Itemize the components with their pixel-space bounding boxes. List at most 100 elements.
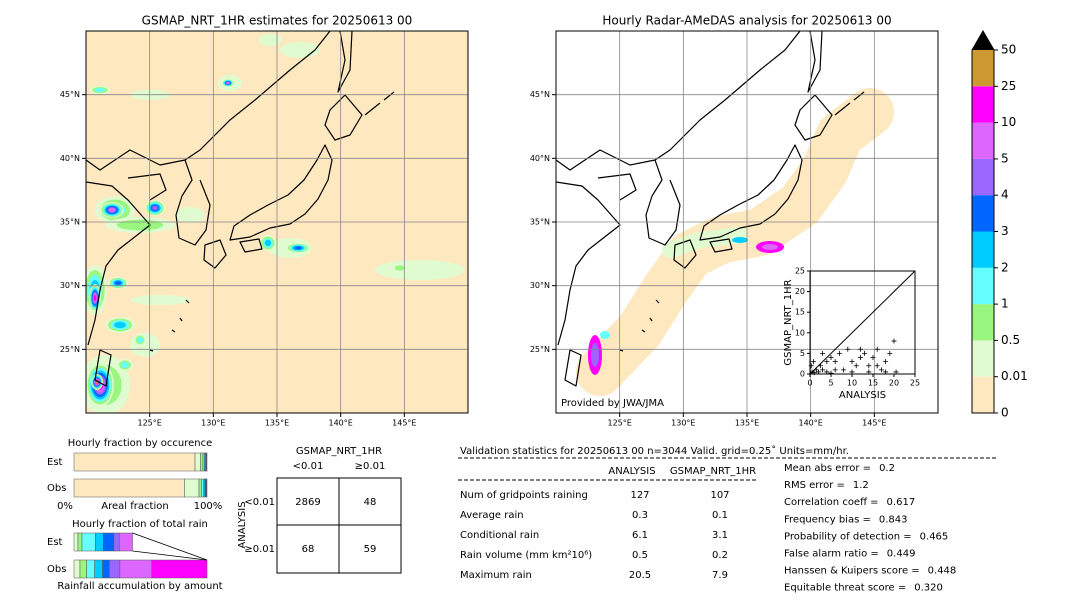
- rain-blob: [95, 88, 105, 92]
- bar-segment: [73, 452, 196, 472]
- rain-blob: [375, 260, 465, 280]
- x-tick-label: 135°E: [265, 419, 289, 428]
- score-label: Correlation coeff =: [784, 497, 879, 508]
- rain-blob: [258, 34, 282, 46]
- stat-value: 0.1: [712, 510, 728, 521]
- scatter-point: [828, 370, 834, 376]
- scatter-point: [857, 346, 863, 352]
- score-label: Hanssen & Kuipers score =: [784, 566, 920, 577]
- colorbar-segment: [972, 304, 994, 341]
- score-value: 0.617: [887, 497, 916, 508]
- stat-value: 6.1: [632, 530, 648, 541]
- colorbar-label: 10: [1001, 115, 1016, 129]
- score-value: 0.449: [887, 549, 916, 560]
- colorbar-label: 4: [1001, 188, 1009, 202]
- y-tick-label: 5: [800, 349, 805, 358]
- colorbar-label: 0.01: [1001, 369, 1028, 383]
- bar-segment: [86, 559, 95, 579]
- score-value: 0.448: [928, 566, 957, 577]
- stat-value: 0.2: [712, 550, 728, 561]
- bar-segment: [77, 532, 83, 552]
- table-title: GSMAP_NRT_1HR: [296, 446, 382, 457]
- row-header: <0.01: [244, 497, 275, 508]
- y-tick-label: 0: [800, 370, 805, 379]
- y-tick-label: 10: [795, 328, 805, 337]
- y-tick-label: 40°N: [60, 154, 80, 163]
- axis-label: Rainfall accumulation by amount: [57, 581, 222, 592]
- scatter-point: [836, 350, 842, 356]
- colorbar-segment: [972, 231, 994, 268]
- scatter-point: [824, 369, 830, 375]
- rain-blob: [116, 219, 164, 231]
- bar-segment: [73, 478, 185, 498]
- score-label: False alarm ratio =: [784, 549, 879, 560]
- y-tick-label: 25°N: [60, 345, 80, 354]
- row-title: ANALYSIS: [237, 501, 248, 548]
- scatter-point: [809, 369, 815, 375]
- x-tick-label: 140°E: [329, 419, 353, 428]
- score-value: 1.2: [853, 480, 869, 491]
- x-tick-label: 130°E: [201, 419, 225, 428]
- bar-segment: [184, 478, 200, 498]
- table-cell: 68: [302, 544, 315, 555]
- colorbar-label: 1: [1001, 297, 1009, 311]
- table-cell: 48: [364, 497, 377, 508]
- x-tick-label: 125°E: [138, 419, 162, 428]
- rain-blob: [294, 246, 302, 250]
- rain-blob: [109, 208, 115, 212]
- rain-blob: [264, 239, 272, 247]
- scatter-frame: [809, 270, 916, 375]
- bar-segment: [73, 532, 79, 552]
- rain-blob: [93, 294, 97, 302]
- scatter-point: [841, 367, 847, 373]
- x-tick-label: 130°E: [671, 419, 695, 428]
- colorbar-segment: [972, 340, 994, 377]
- connector: [132, 532, 208, 561]
- bar-segment: [198, 478, 202, 498]
- stat-value: 0.5: [632, 550, 648, 561]
- scatter-point: [866, 369, 872, 375]
- bar-segment: [151, 559, 208, 579]
- row-label: Est: [47, 537, 63, 548]
- score-label: Equitable threat score =: [784, 583, 906, 594]
- score: Correlation coeff = 0.617: [784, 497, 915, 508]
- scatter-point: [893, 369, 899, 375]
- colorbar-label: 3: [1001, 224, 1009, 238]
- stat-label: Conditional rain: [460, 530, 539, 541]
- scatter-point: [862, 350, 868, 356]
- map-title: GSMAP_NRT_1HR estimates for 20250613 00: [142, 14, 413, 28]
- scatter-point: [849, 359, 855, 365]
- rain-blob: [152, 205, 158, 211]
- colorbar-label: 25: [1001, 79, 1016, 93]
- scatter-point: [811, 370, 817, 376]
- colorbar-extend: [972, 31, 994, 50]
- table-cell: 2869: [295, 497, 320, 508]
- stat-label: Rain volume (mm km²10⁶): [460, 550, 592, 561]
- bar-segment: [200, 452, 204, 472]
- score-label: Mean abs error =: [784, 463, 871, 474]
- row-label: Obs: [47, 564, 66, 575]
- score: Equitable threat score = 0.320: [784, 583, 943, 594]
- bar-segment: [102, 559, 110, 579]
- stats-header: Validation statistics for 20250613 00 n=…: [460, 445, 849, 457]
- colorbar-segment: [972, 267, 994, 305]
- rain-blob: [280, 42, 320, 58]
- x-tick-label: 25: [910, 379, 920, 388]
- map-frame: [555, 30, 939, 414]
- colorbar-segment: [972, 86, 994, 123]
- rain-blob: [226, 82, 230, 84]
- bar-segment: [194, 452, 201, 472]
- column-header: ≥0.01: [355, 461, 386, 472]
- rain-blob: [114, 281, 122, 285]
- x-tick-label: 10: [847, 379, 857, 388]
- scatter-point: [815, 369, 821, 375]
- bar-segment: [108, 559, 121, 579]
- score-label: RMS error =: [784, 480, 845, 491]
- stat-value: 127: [630, 490, 649, 501]
- colorbar-label: 0.5: [1001, 333, 1020, 347]
- bar-segment: [94, 559, 103, 579]
- scatter-point: [853, 363, 859, 369]
- bar-segment: [113, 532, 120, 552]
- bar-segment: [73, 559, 81, 579]
